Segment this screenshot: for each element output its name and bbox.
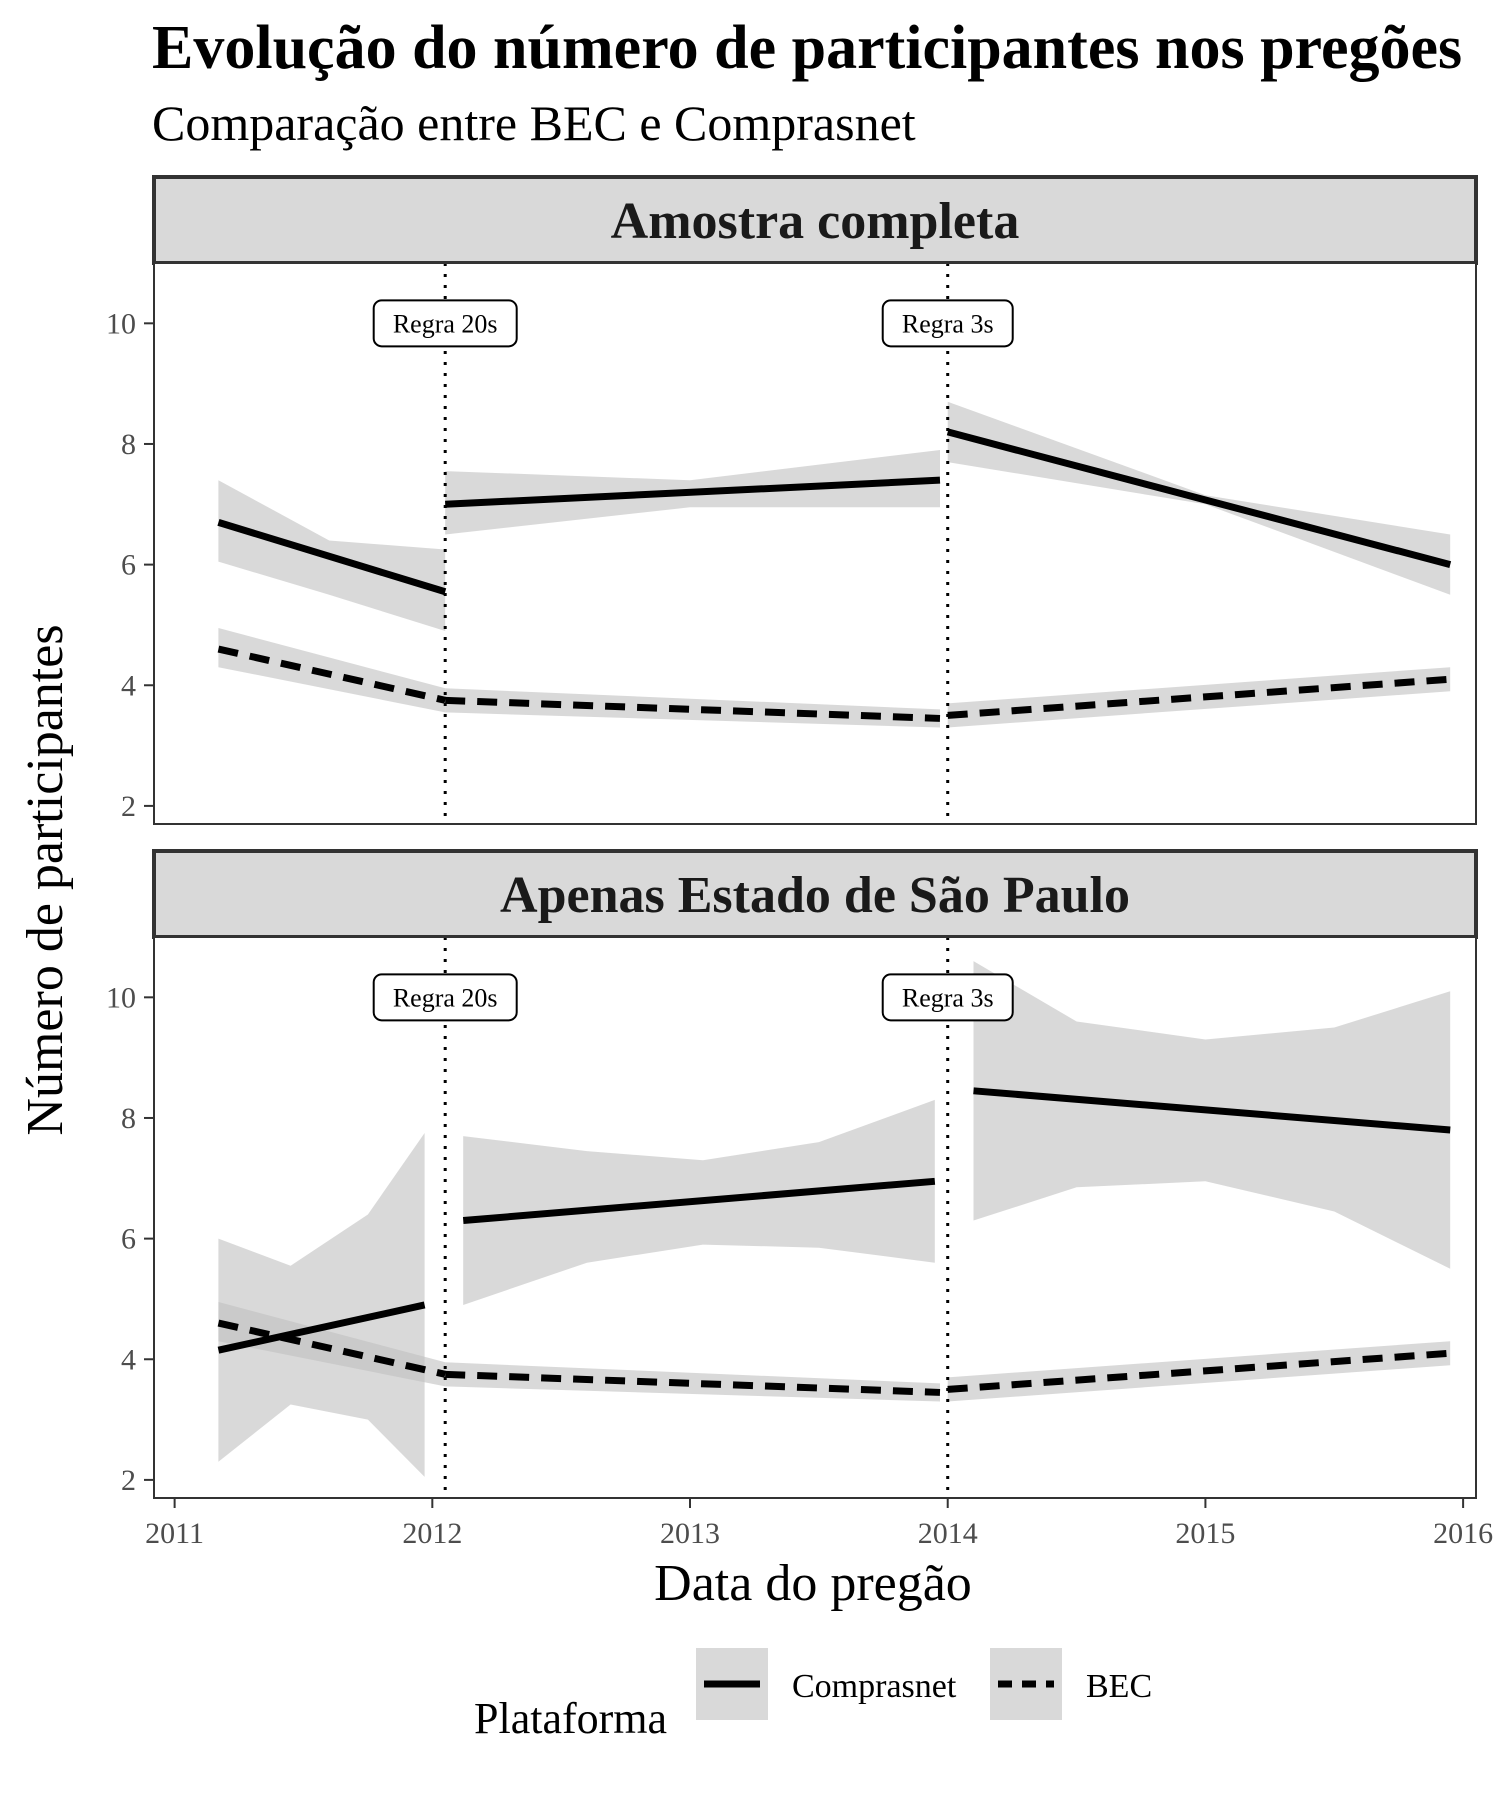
panel-1-annotation-label-2: Regra 3s bbox=[902, 309, 994, 338]
legend: Plataforma Comprasnet BEC bbox=[474, 1648, 1152, 1743]
x-tick-label-2011: 2011 bbox=[145, 1517, 204, 1550]
panel-2-line-bec-1 bbox=[217, 1319, 446, 1378]
y-axis-title: Número de participantes bbox=[17, 624, 74, 1135]
panel-2-ribbon-bec-3 bbox=[947, 1341, 1451, 1402]
panel-2-ribbon-comprasnet-3 bbox=[973, 961, 1451, 1269]
panel-2-border bbox=[153, 936, 1477, 1499]
panel-2: Apenas Estado de São Paulo Regra 20s Regra… bbox=[106, 849, 1493, 1550]
x-tick-label-2014: 2014 bbox=[918, 1517, 978, 1550]
panel-1-annotation-label-1: Regra 20s bbox=[393, 309, 498, 338]
panel-1-y-tick-label-2: 2 bbox=[121, 790, 136, 823]
panel-1-strip-label: Amostra completa bbox=[611, 193, 1020, 250]
panel-1-line-bec-1 bbox=[217, 645, 446, 704]
panel-1-line-comprasnet-1 bbox=[217, 519, 447, 596]
chart-subtitle: Comparação entre BEC e Comprasnet bbox=[152, 95, 916, 151]
x-tick-label-2013: 2013 bbox=[660, 1517, 720, 1550]
panel-2-y-tick-label-2: 2 bbox=[121, 1464, 136, 1497]
x-tick-label-2015: 2015 bbox=[1175, 1517, 1235, 1550]
panel-1-y-tick-label-6: 6 bbox=[121, 549, 136, 582]
panel-2-y-tick-label-6: 6 bbox=[121, 1223, 136, 1256]
panel-2-ribbon-bec-1 bbox=[218, 1302, 446, 1387]
panel-1-y-tick-label-8: 8 bbox=[121, 428, 136, 461]
panel-2-annotation-box-2 bbox=[881, 973, 1014, 1022]
panel-2-annotation-box-1 bbox=[372, 973, 518, 1022]
panel-1-y-tick-label-4: 4 bbox=[121, 669, 136, 702]
chart-title: Evolução do número de participantes nos … bbox=[152, 14, 1462, 82]
legend-label-bec: BEC bbox=[1086, 1668, 1152, 1705]
panel-1-ribbon-bec-2 bbox=[445, 688, 940, 728]
legend-title: Plataforma bbox=[474, 1694, 667, 1743]
panel-1-line-comprasnet-3 bbox=[946, 428, 1452, 568]
panel-2-ribbon-bec-2 bbox=[445, 1362, 940, 1402]
panel-1-background bbox=[154, 263, 1476, 824]
x-tick-label-2012: 2012 bbox=[402, 1517, 462, 1550]
panel-1-ribbon-bec-1 bbox=[218, 628, 446, 713]
panel-2-strip-label: Apenas Estado de São Paulo bbox=[500, 867, 1130, 924]
legend-label-comprasnet: Comprasnet bbox=[792, 1668, 957, 1705]
panel-1-y-tick-label-10: 10 bbox=[106, 307, 136, 340]
panel-2-annotation-label-1: Regra 20s bbox=[393, 983, 498, 1012]
panel-2-ribbon-comprasnet-1 bbox=[218, 1133, 425, 1477]
panel-1-strip bbox=[152, 175, 1478, 265]
panel-2-annotation-label-2: Regra 3s bbox=[902, 983, 994, 1012]
x-tick-label-2016: 2016 bbox=[1433, 1517, 1493, 1550]
panel-2-line-comprasnet-2 bbox=[462, 1177, 936, 1225]
panel-1-annotation-box-2 bbox=[881, 299, 1014, 348]
panel-2-line-comprasnet-3 bbox=[973, 1087, 1451, 1134]
panel-2-y-tick-label-8: 8 bbox=[121, 1102, 136, 1135]
panel-2-y-tick-label-4: 4 bbox=[121, 1343, 136, 1376]
x-axis-title: Data do pregão bbox=[654, 1555, 972, 1612]
panel-2-strip bbox=[152, 849, 1478, 939]
panel-1-line-bec-3 bbox=[947, 675, 1451, 719]
panel-1-line-comprasnet-2 bbox=[445, 476, 941, 508]
panel-1-annotation-box-1 bbox=[372, 299, 518, 348]
panel-2-line-bec-2 bbox=[445, 1370, 941, 1396]
panel-1-line-bec-2 bbox=[445, 696, 941, 722]
panel-2-line-bec-3 bbox=[947, 1349, 1451, 1393]
panel-2-y-tick-label-10: 10 bbox=[106, 981, 136, 1014]
panel-1-ribbon-bec-3 bbox=[947, 667, 1451, 728]
panel-2-line-comprasnet-1 bbox=[217, 1301, 426, 1354]
panel-1: Amostra completa Regra 20s Regra 3s 2 4 6 8 10 bbox=[106, 175, 1478, 825]
panel-1-border bbox=[153, 262, 1477, 825]
